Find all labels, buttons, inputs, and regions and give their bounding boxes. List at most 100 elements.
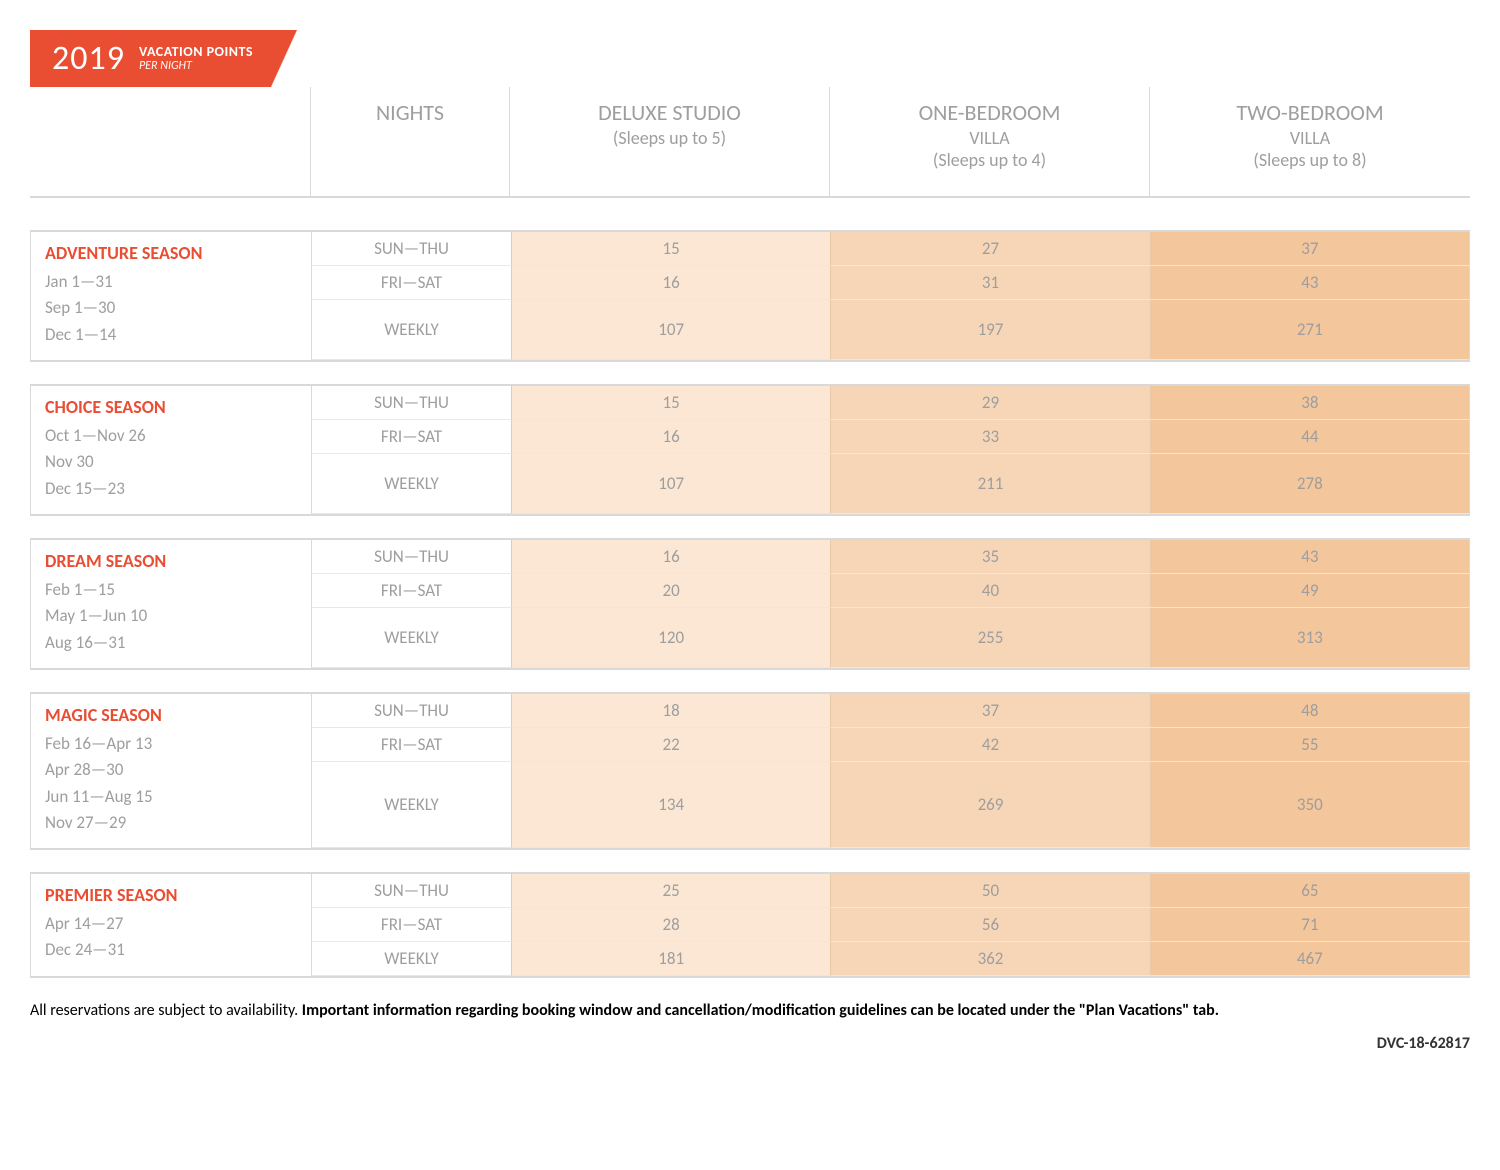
banner-title: VACATION POINTS <box>139 44 253 59</box>
season-name: DREAM SEASON <box>45 550 297 572</box>
season-date-range: Nov 27—29 <box>45 811 297 836</box>
points-value: 197 <box>830 300 1149 360</box>
banner-subtitle: PER NIGHT <box>139 60 253 73</box>
season-date-range: Apr 28—30 <box>45 758 297 783</box>
points-value: 20 <box>511 574 830 608</box>
points-value: 107 <box>511 454 830 514</box>
season-date-range: Feb 16—Apr 13 <box>45 732 297 757</box>
night-type-label: WEEKLY <box>311 300 511 360</box>
room-sub: VILLA <box>1158 127 1462 150</box>
season-block: CHOICE SEASONOct 1—Nov 26Nov 30Dec 15—23… <box>30 384 1470 516</box>
points-value: 120 <box>511 608 830 668</box>
points-value: 31 <box>830 266 1149 300</box>
points-value: 269 <box>830 762 1149 848</box>
header-room-2: TWO-BEDROOM VILLA (Sleeps up to 8) <box>1150 87 1470 196</box>
season-name: MAGIC SEASON <box>45 704 297 726</box>
points-value: 56 <box>830 908 1149 942</box>
column-headers: NIGHTS DELUXE STUDIO (Sleeps up to 5) ON… <box>30 87 1470 198</box>
points-value: 362 <box>830 942 1149 976</box>
points-value: 278 <box>1150 454 1469 514</box>
year-number: 2019 <box>52 38 125 79</box>
footer-bold: Important information regarding booking … <box>302 1001 1219 1020</box>
points-value: 55 <box>1150 728 1469 762</box>
season-label-column: DREAM SEASONFeb 1—15May 1—Jun 10Aug 16—3… <box>31 540 311 668</box>
points-value: 15 <box>511 232 830 266</box>
points-value: 16 <box>511 420 830 454</box>
season-date-range: Feb 1—15 <box>45 578 297 603</box>
points-value: 107 <box>511 300 830 360</box>
header-spacer <box>30 87 310 196</box>
points-value: 33 <box>830 420 1149 454</box>
points-value: 35 <box>830 540 1149 574</box>
points-value: 42 <box>830 728 1149 762</box>
season-block: PREMIER SEASON Apr 14—27Dec 24—31 SUN—THU2… <box>30 872 1470 978</box>
points-value: 18 <box>511 694 830 728</box>
points-value: 37 <box>1150 232 1469 266</box>
season-label-column: CHOICE SEASONOct 1—Nov 26Nov 30Dec 15—23 <box>31 386 311 514</box>
points-value: 350 <box>1150 762 1469 848</box>
season-block: ADVENTURE SEASONJan 1—31Sep 1—30Dec 1—14… <box>30 230 1470 362</box>
season-date-range: Dec 1—14 <box>45 323 297 348</box>
season-label-column: PREMIER SEASON Apr 14—27Dec 24—31 <box>31 874 311 976</box>
night-type-label: WEEKLY <box>311 942 511 976</box>
room-title: DELUXE STUDIO <box>518 99 821 127</box>
points-value: 50 <box>830 874 1149 908</box>
points-value: 255 <box>830 608 1149 668</box>
night-type-label: FRI—SAT <box>311 908 511 942</box>
night-type-label: WEEKLY <box>311 608 511 668</box>
season-date-range: Dec 24—31 <box>45 938 297 963</box>
season-date-range: Aug 16—31 <box>45 631 297 656</box>
points-value: 16 <box>511 266 830 300</box>
points-value: 28 <box>511 908 830 942</box>
night-type-label: SUN—THU <box>311 874 511 908</box>
room-title: TWO-BEDROOM <box>1158 99 1462 127</box>
year-banner: 2019 VACATION POINTS PER NIGHT <box>30 30 271 87</box>
header-room-1: ONE-BEDROOM VILLA (Sleeps up to 4) <box>830 87 1150 196</box>
header-nights-label: NIGHTS <box>376 99 444 127</box>
points-value: 181 <box>511 942 830 976</box>
points-value: 43 <box>1150 266 1469 300</box>
season-date-range: Jun 11—Aug 15 <box>45 785 297 810</box>
points-value: 16 <box>511 540 830 574</box>
night-type-label: FRI—SAT <box>311 266 511 300</box>
points-value: 22 <box>511 728 830 762</box>
points-value: 134 <box>511 762 830 848</box>
season-date-range: Oct 1—Nov 26 <box>45 424 297 449</box>
night-type-label: SUN—THU <box>311 540 511 574</box>
points-value: 48 <box>1150 694 1469 728</box>
header-nights: NIGHTS <box>310 87 510 196</box>
room-sleeps: (Sleeps up to 4) <box>838 149 1141 172</box>
season-block: MAGIC SEASON Feb 16—Apr 13Apr 28—30Jun 11… <box>30 692 1470 850</box>
season-label-column: MAGIC SEASON Feb 16—Apr 13Apr 28—30Jun 11… <box>31 694 311 848</box>
points-value: 467 <box>1150 942 1469 976</box>
points-value: 211 <box>830 454 1149 514</box>
footer-lead: All reservations are subject to availabi… <box>30 1001 302 1020</box>
points-value: 15 <box>511 386 830 420</box>
document-code: DVC-18-62817 <box>30 1034 1470 1053</box>
points-value: 271 <box>1150 300 1469 360</box>
night-type-label: FRI—SAT <box>311 574 511 608</box>
season-name: PREMIER SEASON <box>45 884 297 906</box>
night-type-label: FRI—SAT <box>311 728 511 762</box>
points-value: 313 <box>1150 608 1469 668</box>
points-value: 43 <box>1150 540 1469 574</box>
night-type-label: WEEKLY <box>311 454 511 514</box>
season-date-range: Apr 14—27 <box>45 912 297 937</box>
season-date-range: Dec 15—23 <box>45 477 297 502</box>
points-value: 27 <box>830 232 1149 266</box>
season-name: ADVENTURE SEASON <box>45 242 297 264</box>
points-value: 49 <box>1150 574 1469 608</box>
points-value: 65 <box>1150 874 1469 908</box>
season-date-range: Sep 1—30 <box>45 296 297 321</box>
room-sub: VILLA <box>838 127 1141 150</box>
night-type-label: SUN—THU <box>311 694 511 728</box>
season-date-range: Nov 30 <box>45 450 297 475</box>
points-value: 38 <box>1150 386 1469 420</box>
header-row: 2019 VACATION POINTS PER NIGHT <box>30 30 1470 87</box>
header-room-0: DELUXE STUDIO (Sleeps up to 5) <box>510 87 830 196</box>
points-value: 71 <box>1150 908 1469 942</box>
banner-subtitle-group: VACATION POINTS PER NIGHT <box>139 44 253 73</box>
points-value: 37 <box>830 694 1149 728</box>
footer-text: All reservations are subject to availabi… <box>30 1000 1470 1022</box>
points-value: 25 <box>511 874 830 908</box>
